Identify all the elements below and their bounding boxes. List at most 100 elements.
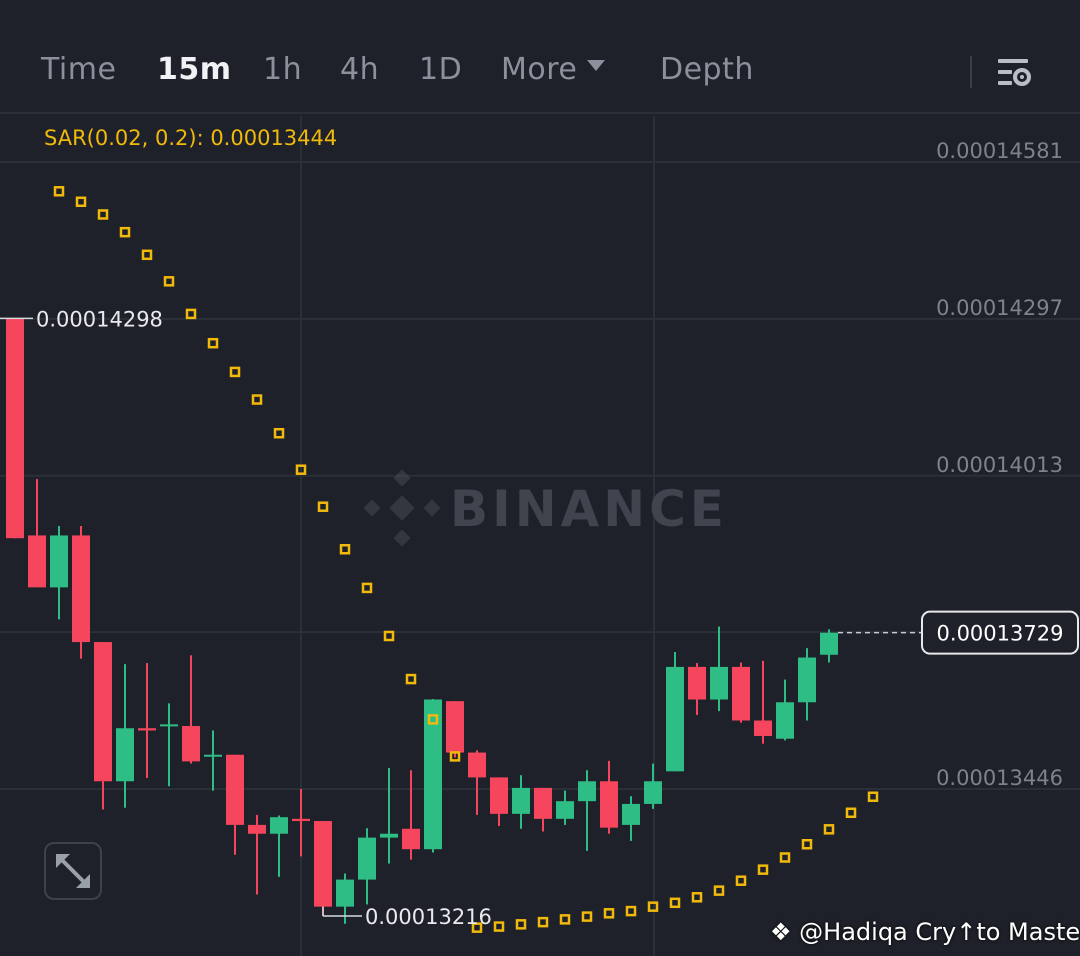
tab-depth[interactable]: Depth	[660, 52, 754, 87]
sar-dot	[713, 885, 725, 896]
candle-body	[270, 817, 288, 834]
tab-1h[interactable]: 1h	[263, 52, 303, 87]
candle	[402, 770, 420, 860]
chart-toolbar: Time 15m 1h 4h 1D More Depth	[0, 0, 1080, 114]
candle	[380, 768, 398, 864]
tab-more[interactable]: More	[501, 52, 606, 87]
candle-body	[292, 818, 310, 822]
high-marker-label: 0.00014298	[36, 307, 163, 331]
sar-dot	[405, 673, 417, 685]
sar-dot	[471, 922, 483, 933]
sar-dot	[515, 919, 527, 930]
candle	[226, 754, 244, 855]
candle	[248, 814, 266, 895]
candle	[160, 703, 178, 787]
tab-4h[interactable]: 4h	[340, 52, 380, 87]
candle	[28, 479, 46, 588]
sar-dot	[559, 914, 571, 925]
candle-body	[380, 833, 398, 838]
candle-body	[226, 754, 244, 825]
candle	[710, 626, 728, 712]
tab-15m[interactable]: 15m	[157, 52, 232, 87]
candle	[182, 655, 200, 764]
candle	[314, 821, 332, 917]
y-tick-label: 0.00013446	[936, 766, 1063, 790]
sar-dot	[801, 838, 813, 850]
credit-watermark: ❖ @Hadiqa Cry↑to Master	[770, 918, 1080, 946]
y-tick-label: 0.00014581	[936, 139, 1063, 163]
candle	[776, 679, 794, 741]
sar-dot	[537, 916, 549, 928]
candle-body	[72, 535, 90, 643]
candle-body	[468, 752, 486, 778]
chart-grid	[0, 116, 1080, 956]
candle-body	[50, 535, 68, 588]
candle-body	[754, 720, 772, 736]
candle-body	[28, 535, 46, 588]
sar-dot	[581, 911, 593, 922]
candle	[644, 763, 662, 809]
sar-dot	[691, 892, 703, 903]
sar-dot	[383, 630, 395, 642]
candle	[490, 777, 508, 827]
sar-dot	[823, 824, 835, 835]
sar-dot	[185, 308, 197, 320]
expand-button[interactable]	[44, 842, 102, 900]
candle-body	[776, 702, 794, 739]
candle-body	[600, 781, 618, 828]
sar-dot	[427, 714, 439, 725]
candles	[6, 318, 838, 924]
binance-logo-icon	[363, 469, 441, 547]
price-markers: 0.00014298 0.00013216 0.00013729	[0, 307, 1079, 929]
candle-body	[820, 632, 838, 655]
candle-body	[94, 642, 112, 782]
candle-body	[116, 728, 134, 782]
y-tick-label: 0.00014013	[936, 453, 1063, 477]
expand-arrows-icon	[56, 854, 90, 888]
candle-body	[798, 657, 816, 703]
y-tick-label: 0.00014297	[936, 296, 1063, 320]
tab-more-label: More	[501, 52, 578, 87]
chart-settings-icon[interactable]	[996, 56, 1032, 90]
candle-body	[402, 828, 420, 850]
sar-dot	[75, 196, 87, 208]
sar-dot	[53, 186, 65, 197]
sar-dot	[317, 501, 329, 512]
credit-text: @Hadiqa Cry↑to Master	[799, 918, 1080, 946]
sar-dot	[141, 249, 153, 261]
candle	[94, 642, 112, 810]
candle	[666, 651, 684, 772]
candle	[534, 787, 552, 832]
candle-body	[336, 879, 354, 907]
candle	[358, 828, 376, 905]
sar-dot	[119, 226, 131, 238]
sar-dot	[229, 366, 241, 378]
sar-dot	[361, 582, 373, 594]
candle-body	[710, 666, 728, 700]
sar-dot	[273, 427, 285, 439]
candle	[6, 318, 24, 539]
sar-dot	[779, 852, 791, 863]
binance-watermark: BINANCE	[363, 469, 724, 547]
sar-dot	[735, 875, 747, 886]
candle-body	[490, 777, 508, 814]
candle	[50, 526, 68, 620]
tab-time[interactable]: Time	[41, 52, 117, 87]
candle-body	[534, 787, 552, 819]
candle-body	[644, 781, 662, 804]
candle-body	[138, 728, 156, 731]
candle-body	[248, 824, 266, 834]
toolbar-divider	[970, 56, 972, 88]
candle	[292, 789, 310, 857]
candle	[754, 660, 772, 744]
candle	[270, 815, 288, 877]
candle-body	[622, 803, 640, 825]
candle-body	[6, 318, 24, 539]
candle-body	[732, 666, 750, 721]
candle-body	[688, 666, 706, 700]
candle	[138, 663, 156, 778]
candle	[204, 730, 222, 791]
candle-body	[358, 837, 376, 880]
tab-1d[interactable]: 1D	[419, 52, 463, 87]
